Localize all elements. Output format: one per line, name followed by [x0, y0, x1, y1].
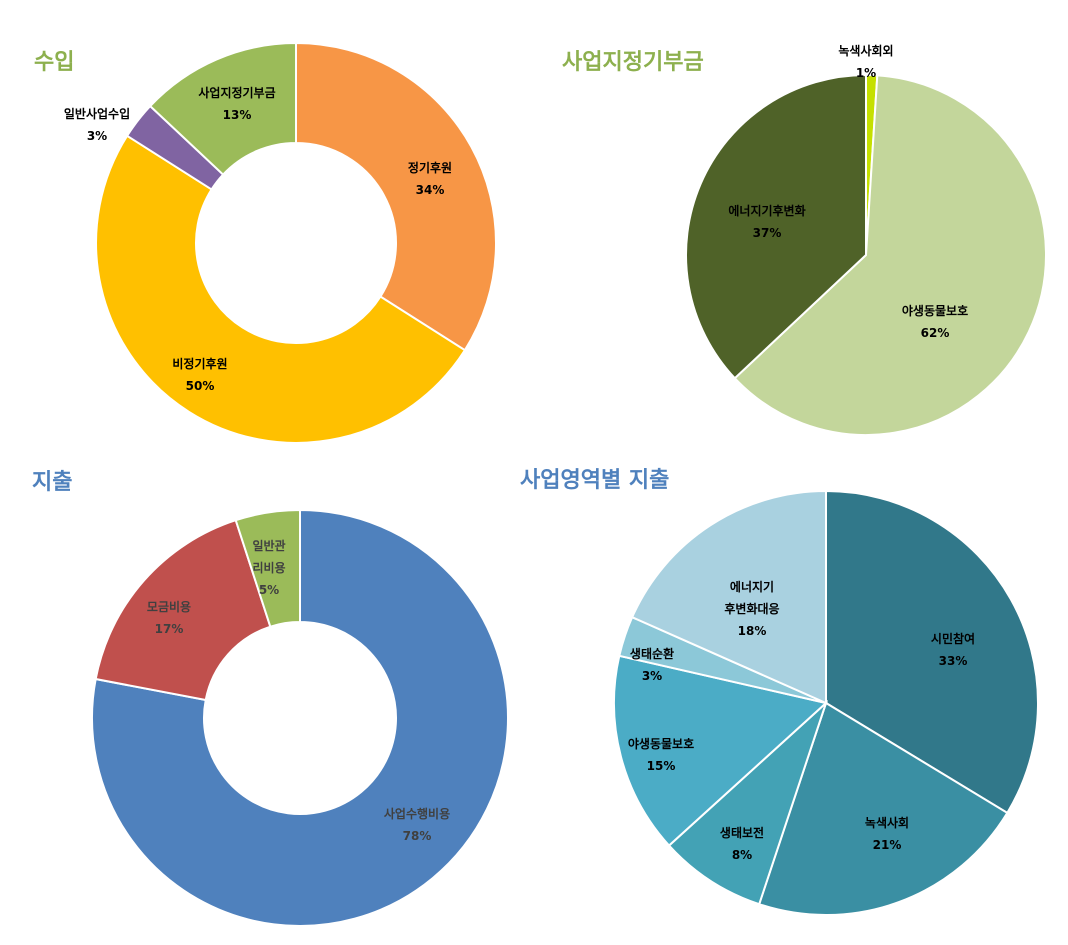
chart-title-expenditure-by-area: 사업영역별 지출	[520, 468, 670, 493]
slice-label-3: 일반관 리비용 5%	[252, 538, 285, 597]
pie-slice-1[interactable]	[295, 41, 497, 352]
slice-label-2: 녹색사회 21%	[865, 815, 909, 852]
slice-label-1: 정기후원 34%	[408, 160, 452, 197]
pie-chart-2: 녹색사회외 1% 야생동물보호 62% 에너지기후변화 37%	[685, 43, 1047, 436]
pie-slice-2[interactable]	[757, 701, 1009, 916]
pie-slice-3[interactable]	[234, 508, 301, 628]
slice-label-3: 에너지기후변화 37%	[728, 203, 805, 240]
slice-label-2: 비정기후원 50%	[172, 356, 227, 393]
slice-label-2: 야생동물보호 62%	[902, 303, 968, 340]
pie-slice-1[interactable]	[91, 508, 509, 927]
pie-slice-6[interactable]	[630, 489, 827, 705]
pie-chart-1: 정기후원 34% 비정기후원 50% 일반사업수입 3% 사업지정기부금 13%	[64, 41, 497, 444]
pie-slice-4[interactable]	[148, 41, 297, 176]
pie-chart-4: 시민참여 33% 녹색사회 21% 생태보전 8% 야생동물보호 15% 생태순환 3% 에너지기 후…	[613, 489, 1039, 916]
slice-label-3: 생태보전 8%	[720, 825, 764, 862]
slice-label-6: 에너지기 후변화대응 18%	[724, 579, 779, 638]
slice-label-1: 녹색사회외 1%	[838, 43, 893, 80]
slice-label-4: 사업지정기부금 13%	[198, 85, 275, 122]
pie-slice-2[interactable]	[95, 134, 467, 444]
pie-slice-4[interactable]	[613, 654, 829, 847]
slice-label-5: 생태순환 3%	[630, 646, 674, 683]
pie-slice-2[interactable]	[94, 518, 272, 702]
pie-slice-3[interactable]	[667, 699, 829, 906]
chart-title-income: 수입	[34, 50, 75, 75]
chart-title-designated-donation: 사업지정기부금	[562, 50, 704, 75]
pie-chart-3: 사업수행비용 78% 모금비용 17% 일반관 리비용 5%	[91, 508, 509, 927]
pie-slice-3[interactable]	[685, 73, 867, 380]
slice-label-3: 일반사업수입 3%	[64, 106, 130, 143]
pie-slice-2[interactable]	[733, 74, 1047, 436]
slice-label-2: 모금비용 17%	[147, 599, 191, 636]
pie-slice-1[interactable]	[825, 489, 1039, 815]
chart-title-expenditure: 지출	[32, 470, 73, 495]
slice-label-1: 시민참여 33%	[931, 631, 975, 668]
slice-label-1: 사업수행비용 78%	[384, 806, 450, 843]
slice-label-4: 야생동물보호 15%	[628, 736, 694, 773]
